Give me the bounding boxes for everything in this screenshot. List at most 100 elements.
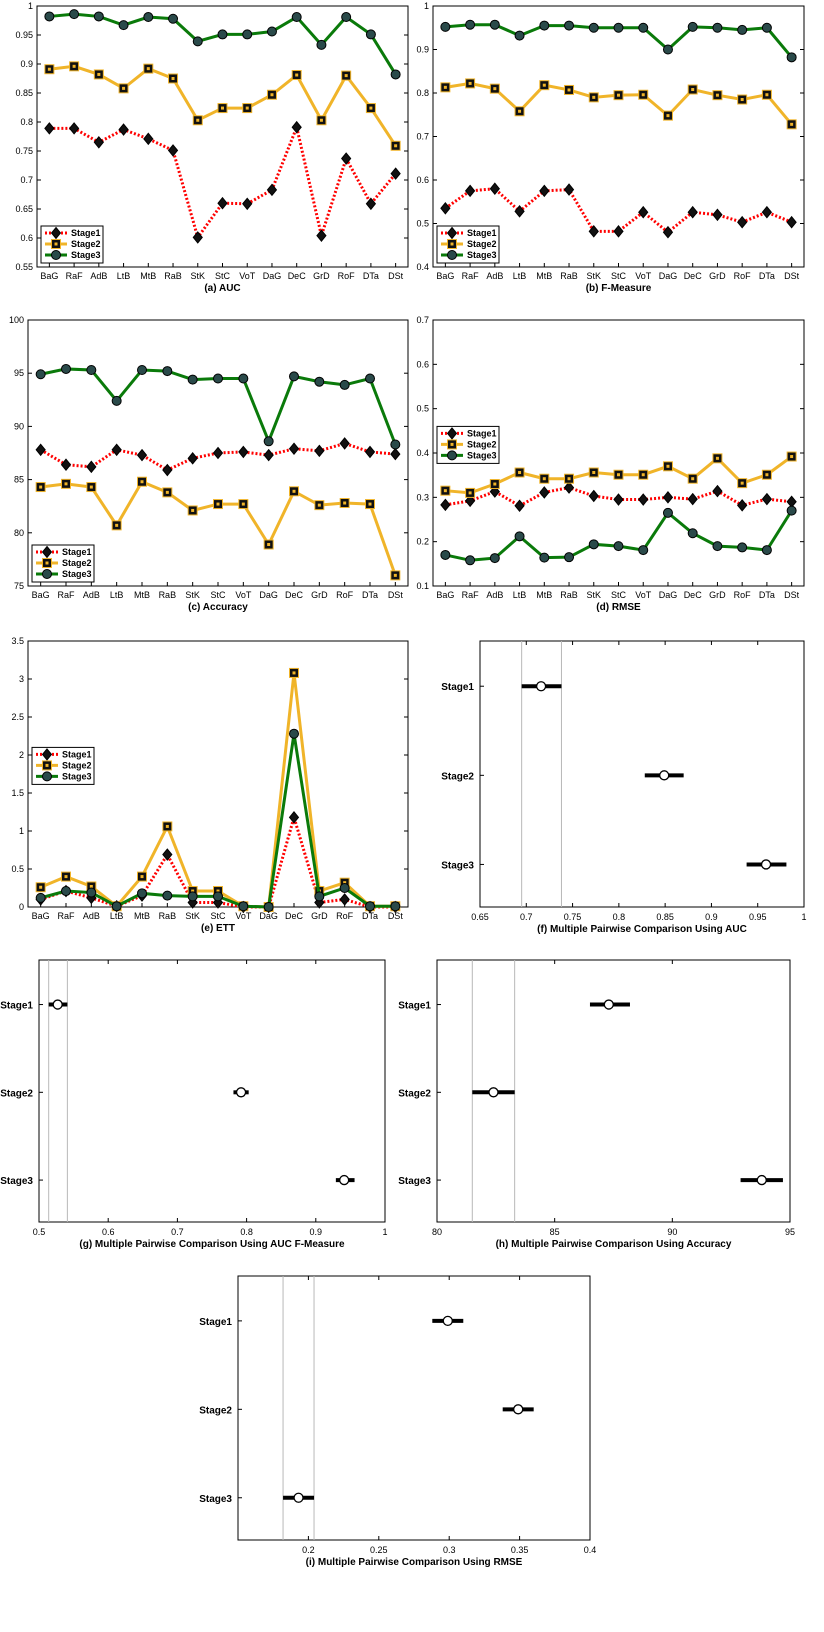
data-point — [291, 12, 302, 23]
x-tick-label: 0.25 — [370, 1545, 388, 1555]
y-tick-label: 80 — [14, 528, 24, 538]
data-point-inner — [191, 508, 195, 512]
data-point-inner — [468, 81, 472, 85]
plot-frame — [479, 640, 805, 908]
x-tick-label: MtB — [536, 271, 552, 281]
data-point — [42, 569, 52, 579]
mean-marker — [442, 1315, 453, 1327]
data-point — [447, 250, 457, 260]
y-tick-label: 75 — [14, 581, 24, 591]
x-tick-label: LtB — [513, 271, 527, 281]
x-tick-label: 1 — [382, 1227, 387, 1237]
data-point — [289, 728, 299, 739]
y-tick-label: 0.2 — [416, 537, 429, 547]
data-point — [288, 442, 300, 456]
x-tick-label: RaB — [159, 911, 177, 921]
x-tick-label: VoT — [635, 590, 652, 600]
data-point — [111, 395, 122, 406]
data-point — [217, 29, 228, 40]
group-label: Stage3 — [0, 1176, 33, 1187]
x-tick-label: 0.9 — [310, 1227, 323, 1237]
x-tick-label: AdB — [83, 590, 100, 600]
data-point — [111, 901, 122, 912]
y-tick-label: 1 — [28, 1, 33, 11]
data-point-inner — [592, 95, 596, 99]
plot-frame — [38, 959, 386, 1223]
y-tick-label: 0.55 — [15, 262, 33, 272]
chart-caption: (b) F-Measure — [586, 283, 652, 294]
y-tick-label: 0.95 — [15, 30, 33, 40]
chart-c: 75 80 85 90 95 100 BaG RaF AdB LtB MtB RaB StK StC VoT… — [9, 315, 409, 613]
x-tick-label: 90 — [667, 1227, 677, 1237]
data-point — [314, 376, 325, 387]
data-point — [588, 539, 599, 550]
x-tick-label: DeC — [684, 590, 703, 600]
group-label: Stage1 — [398, 1001, 431, 1012]
data-point — [687, 205, 698, 219]
legend-label: Stage2 — [62, 558, 92, 568]
data-point-inner — [617, 473, 620, 477]
data-point-inner — [691, 477, 695, 481]
chart-caption: (h) Multiple Pairwise Comparison Using A… — [496, 1239, 732, 1250]
data-point — [365, 197, 377, 211]
data-point-inner — [567, 477, 571, 481]
data-point — [440, 201, 451, 215]
x-tick-label: DSt — [784, 590, 800, 600]
x-tick-label: StK — [185, 911, 200, 921]
chart-d: 0.1 0.2 0.3 0.4 0.5 0.6 0.7 BaG RaF AdB LtB MtB RaB S… — [416, 315, 805, 613]
data-point — [41, 748, 53, 761]
data-point — [60, 458, 72, 471]
y-tick-label: 0.9 — [416, 45, 429, 55]
mean-marker — [659, 770, 670, 781]
data-point — [712, 541, 723, 552]
data-point-inner — [393, 573, 397, 577]
x-tick-label: DaG — [259, 590, 278, 600]
data-point-inner — [790, 122, 794, 126]
x-tick-label: 0.8 — [613, 912, 626, 922]
x-tick-label: RoF — [734, 590, 752, 600]
data-point-inner — [72, 64, 76, 68]
mean-marker — [603, 999, 614, 1010]
data-point-inner — [493, 87, 497, 91]
data-point — [93, 11, 104, 22]
data-point-inner — [241, 502, 245, 506]
data-point — [761, 492, 773, 506]
x-tick-label: 0.5 — [33, 1227, 46, 1237]
data-point-inner — [245, 106, 249, 110]
data-point-inner — [468, 491, 472, 495]
plot-frame — [237, 1275, 591, 1541]
data-point — [51, 250, 61, 260]
x-tick-label: StC — [611, 271, 627, 281]
data-point — [187, 452, 198, 465]
group-label: Stage3 — [398, 1176, 431, 1187]
data-point — [446, 427, 458, 440]
x-tick-label: DaG — [263, 271, 282, 281]
data-point-inner — [394, 144, 398, 148]
x-tick-label: BaG — [436, 590, 454, 600]
x-tick-label: VoT — [235, 911, 252, 921]
legend-label: Stage2 — [467, 439, 497, 449]
x-tick-label: RoF — [336, 590, 354, 600]
data-point-inner — [344, 74, 348, 78]
data-point — [737, 542, 748, 553]
y-tick-label: 0.4 — [416, 262, 429, 272]
data-point — [440, 549, 451, 560]
y-tick-label: 0.8 — [416, 88, 429, 98]
y-tick-label: 0.5 — [11, 864, 24, 874]
legend-label: Stage1 — [62, 547, 92, 557]
legend-label: Stage1 — [467, 428, 497, 438]
data-point — [514, 499, 525, 513]
legend-label: Stage2 — [62, 760, 92, 770]
data-point — [187, 891, 198, 902]
x-tick-label: AdB — [90, 271, 107, 281]
data-point-inner — [216, 889, 220, 893]
data-point — [217, 196, 228, 210]
data-point-inner — [790, 455, 794, 459]
data-point — [93, 136, 104, 149]
x-tick-label: DaG — [259, 911, 278, 921]
data-point-inner — [343, 501, 347, 505]
x-tick-label: 0.6 — [102, 1227, 115, 1237]
x-tick-label: GrD — [709, 590, 726, 600]
data-point-inner — [221, 106, 224, 110]
data-point-inner — [216, 502, 220, 506]
